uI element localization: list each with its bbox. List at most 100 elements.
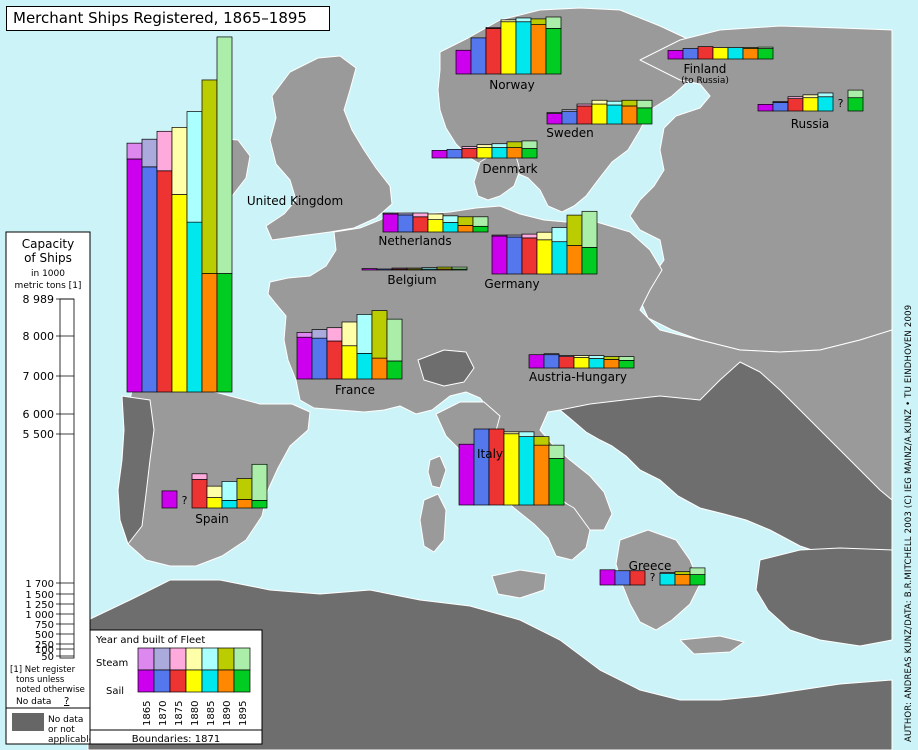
legend-sail-swatch-1890 (217, 669, 235, 693)
bar-steam-1880 (591, 99, 608, 105)
country-label: Netherlands (378, 234, 451, 248)
legend-steam-swatch-1885 (201, 647, 219, 671)
country-bars-austria-hungary (528, 353, 635, 369)
legend-year-1865: 1865 (142, 701, 153, 726)
nodata-mark: ? (182, 494, 188, 507)
credit-strip: AUTHOR: ANDREAS KUNZ/DATA: B.R.MITCHELL … (890, 0, 918, 750)
legend-steam-swatch-1865 (137, 647, 155, 671)
scale-title-2: of Ships (24, 251, 72, 265)
bar-steam-1895 (618, 356, 635, 361)
bar-steam-1875 (191, 473, 208, 480)
country-label: Norway (489, 78, 535, 92)
bar-sail-1875 (326, 340, 343, 380)
bar-sail-1865 (382, 213, 399, 233)
bar-steam-1895 (386, 318, 403, 362)
nodata-symbol: ? (64, 696, 69, 707)
bar-steam-1870 (561, 109, 578, 112)
bar-steam-1890 (530, 18, 547, 25)
bar-sail-1895 (581, 247, 598, 275)
legend-sail-swatch-1885 (201, 669, 219, 693)
bar-sail-1870 (470, 37, 487, 75)
bar-sail-1865 (599, 569, 616, 586)
bar-sail-1865 (667, 50, 684, 60)
bar-steam-1880 (503, 431, 520, 435)
bar-sail-1895 (216, 273, 233, 393)
legend-year-1880: 1880 (190, 701, 201, 726)
legend-year-1870: 1870 (158, 701, 169, 726)
bar-sail-1885 (659, 573, 676, 586)
bar-steam-1885 (421, 267, 438, 270)
bar-sail-1890 (533, 444, 550, 506)
bar-sail-1875 (461, 148, 478, 159)
bar-sail-1870 (473, 428, 490, 506)
bar-sail-1895 (618, 360, 635, 369)
bar-sail-1885 (551, 241, 568, 275)
bar-steam-1895 (545, 16, 562, 29)
bar-sail-1895 (545, 28, 562, 75)
scale-tick-label: 500 (35, 630, 54, 641)
bar-sail-1885 (442, 222, 459, 233)
bar-sail-1885 (606, 104, 623, 125)
bar-steam-1885 (356, 314, 373, 354)
bar-sail-1880 (171, 194, 188, 393)
nodata-label: No data (16, 697, 51, 707)
bar-steam-1890 (742, 47, 759, 49)
bar-steam-1890 (457, 216, 474, 226)
bar-sail-1870 (561, 111, 578, 125)
country-bars-norway (455, 16, 562, 75)
bar-steam-1895 (521, 140, 538, 149)
legend-steam-label: Steam (96, 658, 128, 669)
country-label-layer: United Kingdom Norway Sweden Finland(to Rus… (195, 62, 829, 573)
scale-tick-label: 250 (35, 640, 54, 651)
land-portugal (117, 395, 155, 545)
bar-sail-1875 (191, 479, 208, 509)
bar-sail-1865 (546, 113, 563, 125)
bar-steam-1880 (476, 144, 493, 148)
bar-sail-1895 (521, 148, 538, 159)
country-bars-finland (667, 46, 774, 60)
country-label: Germany (484, 277, 539, 291)
scale-tick-label: 50 (41, 652, 54, 663)
legend-sail-swatch-1875 (169, 669, 187, 693)
bar-steam-1890 (621, 99, 638, 107)
country-label: Russia (791, 117, 830, 131)
nodata-box-label-2: or not (48, 725, 75, 735)
bar-sail-1880 (341, 345, 358, 380)
bar-sail-1875 (576, 105, 593, 125)
bar-steam-1865 (491, 234, 508, 237)
bar-sail-1870 (311, 337, 328, 380)
bar-steam-1895 (636, 99, 653, 109)
scale-tick-label: 1 700 (25, 579, 54, 590)
country-bars-united-kingdom (126, 36, 233, 393)
scale-footnote-1: [1] Net register (10, 665, 76, 675)
bar-steam-1890 (201, 79, 218, 274)
bar-steam-1870 (397, 212, 414, 216)
bar-steam-1875 (461, 146, 478, 149)
bar-steam-1895 (216, 36, 233, 274)
bar-sail-1890 (603, 359, 620, 369)
scale-tick-label: 7 000 (23, 370, 55, 383)
bar-steam-1875 (326, 327, 343, 342)
bar-steam-1875 (156, 130, 173, 172)
bar-sail-1895 (689, 574, 706, 586)
bar-sail-1870 (506, 236, 523, 275)
country-label: Greece (629, 559, 672, 573)
bar-steam-1890 (674, 571, 691, 575)
bar-sail-1890 (371, 357, 388, 380)
country-bars-germany (491, 210, 598, 275)
legend-steam-swatch-1880 (185, 647, 203, 671)
bar-sail-1870 (543, 354, 560, 369)
bar-sail-1870 (772, 102, 789, 112)
scale-tick-label: 1 250 (25, 600, 54, 611)
bar-steam-1895 (548, 444, 565, 459)
country-label: Finland (684, 62, 727, 76)
bar-sail-1890 (742, 48, 759, 60)
scale-footnote-2: tons unless (16, 675, 65, 685)
bar-sail-1880 (500, 21, 517, 75)
bar-sail-1880 (591, 103, 608, 125)
bar-sail-1880 (427, 219, 444, 233)
bar-sail-1865 (431, 150, 448, 159)
bar-steam-1870 (772, 101, 789, 103)
bar-sail-1865 (296, 336, 313, 380)
bar-sail-1885 (491, 147, 508, 159)
